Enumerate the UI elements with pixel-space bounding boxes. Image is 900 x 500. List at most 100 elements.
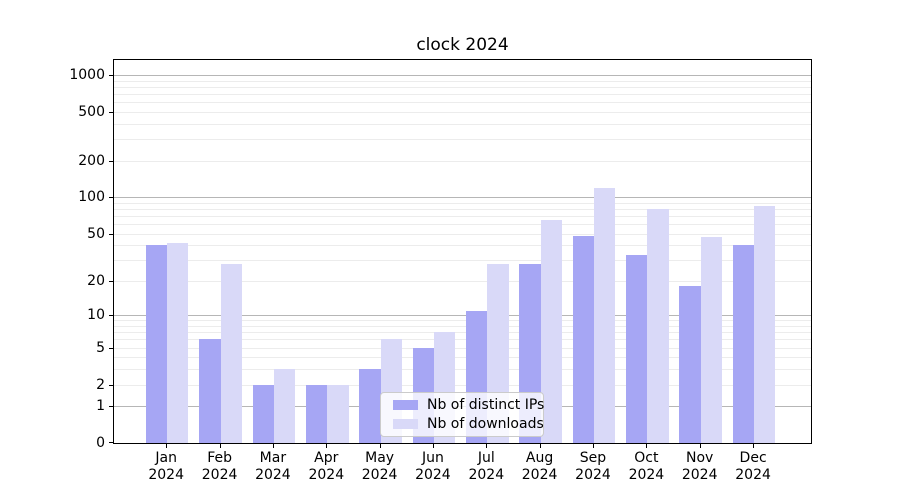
gridline bbox=[114, 86, 811, 88]
x-tick-label: May 2024 bbox=[361, 450, 398, 483]
bar bbox=[700, 236, 722, 443]
y-tick bbox=[109, 111, 113, 113]
gridline bbox=[114, 332, 811, 334]
x-tick bbox=[593, 444, 594, 448]
x-tick-label: Feb 2024 bbox=[201, 450, 238, 483]
y-tick bbox=[109, 233, 113, 235]
gridline bbox=[114, 224, 811, 225]
gridline bbox=[114, 326, 811, 327]
gridline bbox=[114, 320, 811, 322]
legend-item-distinct-ips: Nb of distinct IPs bbox=[393, 397, 544, 413]
bar bbox=[626, 255, 648, 443]
x-tick bbox=[272, 444, 274, 448]
x-tick bbox=[379, 444, 381, 448]
bar bbox=[679, 286, 701, 443]
bar bbox=[647, 208, 669, 443]
gridline bbox=[114, 123, 811, 125]
legend-item-downloads: Nb of downloads bbox=[393, 416, 544, 432]
gridline bbox=[114, 347, 811, 349]
gridline bbox=[114, 315, 811, 317]
chart-title: clock 2024 bbox=[416, 35, 509, 55]
gridline bbox=[114, 94, 811, 95]
x-axis-labels: Jan 2024 Feb 2024 Mar 2024 Apr 2024 May 2024… bbox=[113, 444, 812, 500]
legend-swatch-downloads bbox=[393, 419, 418, 429]
gridline bbox=[114, 357, 811, 359]
gridline bbox=[114, 339, 811, 341]
gridline bbox=[114, 369, 811, 371]
gridline bbox=[114, 260, 811, 262]
bar bbox=[540, 219, 562, 443]
gridline bbox=[114, 215, 811, 217]
y-tick-label: 200 bbox=[78, 152, 105, 169]
y-tick bbox=[109, 384, 113, 386]
gridline bbox=[114, 102, 811, 104]
bar bbox=[732, 245, 755, 443]
legend: Nb of distinct IPs Nb of downloads bbox=[380, 392, 544, 437]
bar bbox=[273, 369, 296, 443]
gridline bbox=[114, 384, 811, 386]
y-tick bbox=[109, 442, 113, 443]
x-tick-label: Jan 2024 bbox=[148, 450, 184, 483]
legend-label-downloads: Nb of downloads bbox=[427, 416, 544, 432]
legend-swatch-distinct-ips bbox=[393, 400, 418, 410]
x-tick bbox=[326, 444, 328, 448]
gridline bbox=[114, 111, 811, 113]
gridline bbox=[114, 245, 811, 247]
x-tick-label: Mar 2024 bbox=[255, 450, 291, 483]
y-tick-label: 100 bbox=[78, 189, 105, 206]
bar bbox=[754, 206, 776, 443]
y-tick bbox=[109, 280, 113, 282]
x-tick-label: Oct 2024 bbox=[628, 450, 665, 483]
y-tick bbox=[109, 347, 113, 349]
bar bbox=[572, 235, 594, 443]
x-tick-label: Jul 2024 bbox=[468, 450, 505, 483]
gridline bbox=[114, 139, 811, 140]
y-tick bbox=[109, 197, 113, 199]
y-tick bbox=[109, 315, 113, 317]
x-tick bbox=[539, 444, 541, 448]
y-tick-label: 1000 bbox=[69, 67, 105, 83]
bar bbox=[594, 188, 616, 443]
bar bbox=[145, 245, 168, 443]
gridline bbox=[114, 75, 811, 76]
x-tick-label: Sep 2024 bbox=[575, 450, 611, 483]
y-tick bbox=[109, 75, 113, 76]
x-tick-label: Nov 2024 bbox=[681, 450, 718, 483]
plot-area bbox=[109, 59, 812, 444]
gridline bbox=[114, 233, 811, 235]
y-tick-label: 500 bbox=[78, 103, 105, 120]
x-tick bbox=[166, 444, 168, 448]
x-tick bbox=[699, 444, 701, 448]
x-tick bbox=[432, 444, 434, 448]
y-tick bbox=[109, 160, 113, 162]
x-tick bbox=[486, 444, 488, 448]
x-tick bbox=[219, 444, 221, 448]
gridline bbox=[114, 197, 811, 199]
y-tick-label: 0 bbox=[96, 435, 105, 451]
gridline bbox=[114, 208, 811, 210]
y-tick-label: 50 bbox=[87, 225, 105, 242]
bar bbox=[199, 339, 221, 443]
x-tick-label: Aug 2024 bbox=[521, 450, 558, 483]
y-tick bbox=[109, 406, 113, 408]
x-tick-label: Jun 2024 bbox=[415, 450, 451, 483]
gridline bbox=[114, 80, 811, 82]
gridline bbox=[114, 160, 811, 162]
gridline bbox=[114, 202, 811, 204]
y-tick-label: 10 bbox=[87, 307, 105, 324]
y-tick-label: 2 bbox=[96, 376, 105, 393]
x-tick bbox=[753, 444, 755, 448]
y-axis-labels: 0 1 2 5 10 20 50 100 200 500 1000 bbox=[0, 59, 105, 451]
bar bbox=[327, 384, 349, 443]
bar bbox=[305, 384, 328, 443]
y-tick-label: 5 bbox=[96, 339, 105, 356]
y-tick-label: 20 bbox=[87, 272, 105, 289]
bar bbox=[359, 369, 381, 443]
bar bbox=[252, 384, 274, 443]
y-tick-label: 1 bbox=[96, 398, 105, 415]
x-tick bbox=[646, 444, 648, 448]
bar bbox=[220, 263, 242, 443]
x-tick-label: Dec 2024 bbox=[735, 450, 771, 483]
x-tick-label: Apr 2024 bbox=[308, 450, 345, 483]
